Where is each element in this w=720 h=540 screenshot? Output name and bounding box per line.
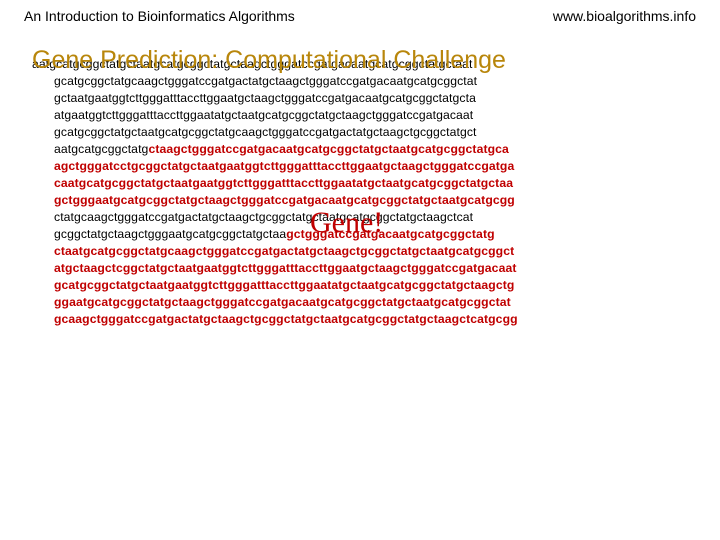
gene-label: Gene! xyxy=(310,206,383,240)
sequence-run-highlight: atgctaagctcggctatgctaatgaatggtcttgggattt… xyxy=(54,261,516,275)
header-right: www.bioalgorithms.info xyxy=(553,8,696,24)
sequence-run-highlight: ctaatgcatgcggctatgcaagctgggatccgatgactat… xyxy=(54,244,514,258)
sequence-run: atgaatggtcttgggatttaccttggaatatgctaatgca… xyxy=(54,108,473,122)
sequence-run: gcatgcggctatgcaagctgggatccgatgactatgctaa… xyxy=(54,74,477,88)
sequence-line: agctgggatcctgcggctatgctaatgaatggtcttggga… xyxy=(32,158,692,175)
sequence-run: gcatgcggctatgctaatgcatgcggctatgcaagctggg… xyxy=(54,125,477,139)
sequence-line: ggaatgcatgcggctatgctaagctgggatccgatgacaa… xyxy=(32,294,692,311)
sequence-run: ctatgcaagctgggatccgatgactatgctaagctgcggc… xyxy=(54,210,473,224)
sequence-line: caatgcatgcggctatgctaatgaatggtcttgggattta… xyxy=(32,175,692,192)
sequence-line: gcatgcggctatgcaagctgggatccgatgactatgctaa… xyxy=(32,73,692,90)
sequence-line: atgctaagctcggctatgctaatgaatggtcttgggattt… xyxy=(32,260,692,277)
sequence-run-highlight: gcaagctgggatccgatgactatgctaagctgcggctatg… xyxy=(54,312,518,326)
sequence-run: aatgcatgcggctatg xyxy=(54,142,148,156)
sequence-run: gctaatgaatggtcttgggatttaccttggaatgctaagc… xyxy=(54,91,476,105)
sequence-line: atgaatggtcttgggatttaccttggaatatgctaatgca… xyxy=(32,107,692,124)
sequence-line: gctaatgaatggtcttgggatttaccttggaatgctaagc… xyxy=(32,90,692,107)
sequence-line: gcatgcggctatgctaatgcatgcggctatgcaagctggg… xyxy=(32,124,692,141)
header-left: An Introduction to Bioinformatics Algori… xyxy=(24,8,295,24)
sequence-run: gcggctatgctaagctgggaatgcatgcggctatgctaa xyxy=(54,227,286,241)
sequence-run-highlight: gctgggaatgcatgcggctatgctaagctgggatccgatg… xyxy=(54,193,515,207)
sequence-line: gcatgcggctatgctaatgaatggtcttgggatttacctt… xyxy=(32,277,692,294)
sequence-run-highlight: gcatgcggctatgctaatgaatggtcttgggatttacctt… xyxy=(54,278,514,292)
sequence-run-highlight: caatgcatgcggctatgctaatgaatggtcttgggattta… xyxy=(54,176,513,190)
sequence-block: aatgcatgcggctatgctaatgcatgcggctatgctaagc… xyxy=(32,56,692,328)
sequence-line: aatgcatgcggctatgctaagctgggatccgatgacaatg… xyxy=(32,141,692,158)
sequence-run-highlight: agctgggatcctgcggctatgctaatgaatggtcttggga… xyxy=(54,159,514,173)
sequence-line: ctaatgcatgcggctatgcaagctgggatccgatgactat… xyxy=(32,243,692,260)
sequence-line: gcaagctgggatccgatgactatgctaagctgcggctatg… xyxy=(32,311,692,328)
sequence-run-highlight: ctaagctgggatccgatgacaatgcatgcggctatgctaa… xyxy=(148,142,508,156)
slide-title: Gene Prediction: Computational Challenge xyxy=(32,46,506,75)
sequence-run-highlight: ggaatgcatgcggctatgctaagctgggatccgatgacaa… xyxy=(54,295,511,309)
